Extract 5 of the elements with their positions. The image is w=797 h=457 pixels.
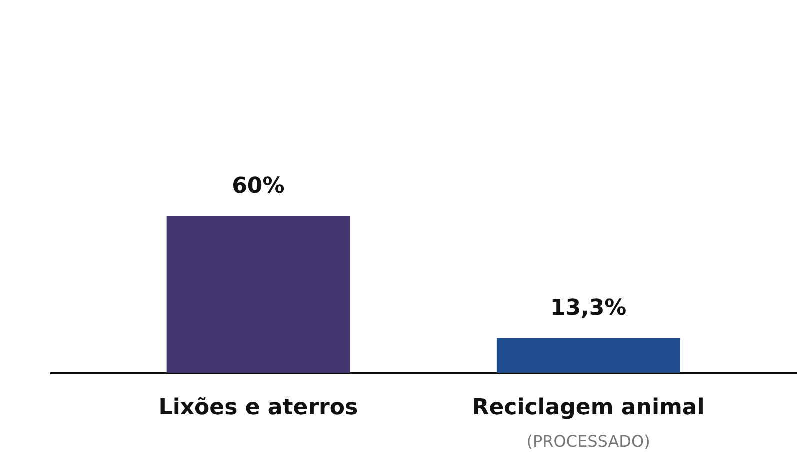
x-tick-label: Reciclagem animal	[472, 396, 705, 420]
x-tick-label: Lixões e aterros	[158, 396, 358, 420]
data-label: 60%	[232, 174, 285, 199]
text: (PROCESSADO)	[526, 432, 650, 451]
data-label: 13,3%	[550, 296, 627, 322]
